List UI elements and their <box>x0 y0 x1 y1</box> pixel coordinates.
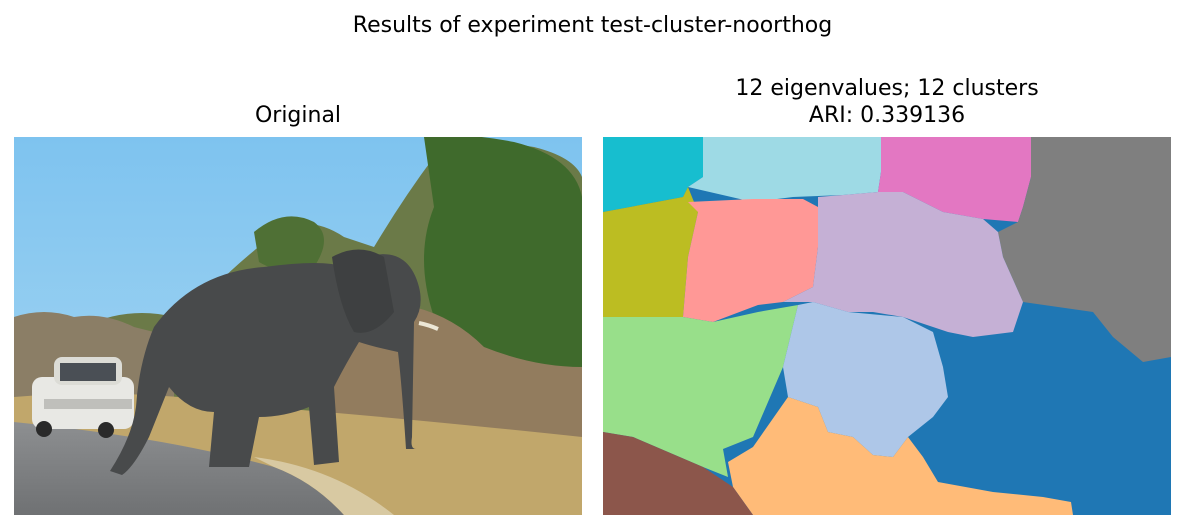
cluster-region <box>783 192 1023 337</box>
cluster-region <box>783 302 948 457</box>
segmentation-image <box>603 137 1171 515</box>
original-title: Original <box>254 103 342 128</box>
segmentation-title: 12 eigenvalues; 12 clusters ARI: 0.33913… <box>603 75 1171 129</box>
cluster-region <box>998 137 1171 362</box>
cluster-region <box>603 187 698 317</box>
cluster-region <box>603 432 753 515</box>
cluster-region <box>683 199 818 322</box>
segmentation-title-line1: 12 eigenvalues; 12 clusters <box>735 76 1039 101</box>
original-image <box>14 137 582 515</box>
cluster-region <box>688 137 881 202</box>
cluster-region <box>603 137 703 212</box>
cluster-region <box>878 137 1031 222</box>
segmentation-title-line2: ARI: 0.339136 <box>808 103 966 128</box>
figure-title: Results of experiment test-cluster-noort… <box>352 13 833 38</box>
cluster-region <box>603 305 798 477</box>
cluster-region <box>728 397 1073 515</box>
